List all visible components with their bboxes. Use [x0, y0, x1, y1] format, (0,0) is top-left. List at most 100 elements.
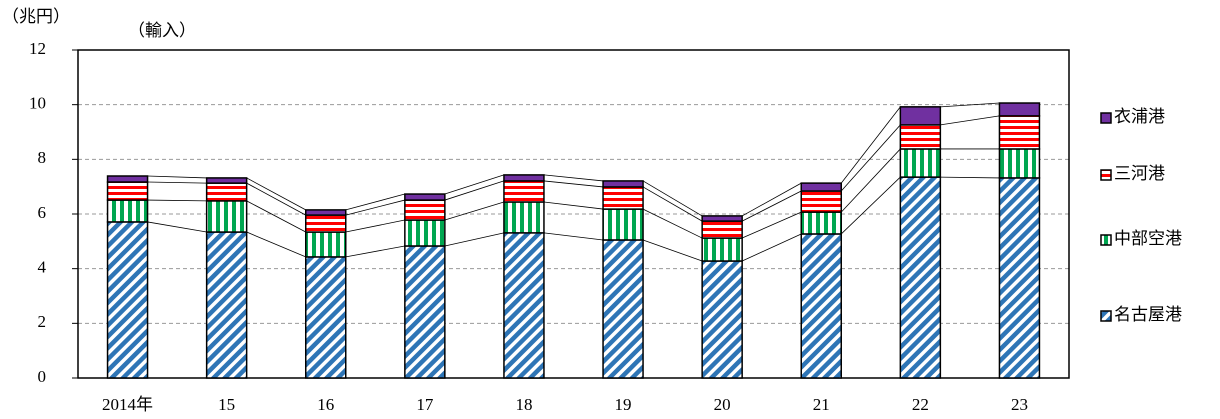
- x-tick-label: 20: [714, 395, 731, 414]
- connector-line: [741, 182, 802, 217]
- bar-segment: [305, 209, 347, 216]
- connector-line: [345, 193, 405, 211]
- connector-line: [147, 221, 207, 233]
- unit-label: （兆円）: [2, 7, 70, 26]
- connector-line: [543, 180, 604, 188]
- bar-segment: [602, 208, 644, 241]
- connector-line: [940, 176, 1000, 179]
- chart-title: （輸入）: [128, 21, 196, 40]
- bar-segment: [205, 231, 248, 379]
- connector-line: [543, 174, 604, 182]
- bar-segment: [701, 215, 743, 222]
- legend-label: 中部空港: [1114, 229, 1182, 248]
- bar-segment: [106, 175, 149, 183]
- legend-swatch: [1100, 234, 1112, 246]
- bar-segment: [998, 148, 1041, 179]
- plot-frame: [77, 49, 1070, 379]
- connector-line: [246, 182, 306, 216]
- x-tick-label: 16: [317, 395, 334, 414]
- y-tick-label: 12: [29, 39, 46, 58]
- bar-segment: [404, 245, 446, 379]
- bar-segment: [205, 200, 248, 233]
- connector-line: [147, 199, 207, 202]
- bar-segment: [106, 221, 149, 379]
- bar-segment: [602, 186, 644, 210]
- bar-segment: [602, 180, 644, 188]
- connector-line: [840, 106, 901, 184]
- connector-line: [444, 232, 505, 247]
- connector-line: [543, 232, 604, 241]
- connector-line: [444, 201, 505, 221]
- legend-label: 三河港: [1114, 164, 1165, 183]
- x-tick-label: 17: [416, 395, 434, 414]
- connector-line: [345, 199, 405, 216]
- connector-line: [940, 115, 1000, 126]
- connector-line: [840, 176, 901, 235]
- connector-line: [940, 102, 1000, 108]
- bar-segment: [106, 181, 149, 201]
- bar-segment: [205, 177, 248, 184]
- connector-line: [345, 219, 405, 233]
- bar-segment: [404, 219, 446, 247]
- x-tick-label: 23: [1011, 395, 1028, 414]
- connector-line: [741, 190, 802, 222]
- connector-line: [444, 174, 505, 195]
- connector-line: [246, 200, 306, 233]
- bar-segment: [998, 115, 1041, 150]
- bar-segment: [998, 102, 1041, 117]
- y-tick-label: 6: [38, 203, 47, 222]
- connector-line: [147, 181, 207, 184]
- y-tick-label: 4: [38, 258, 47, 277]
- connector-line: [642, 186, 703, 222]
- x-tick-label: 2014年: [102, 395, 153, 414]
- connector-line: [642, 208, 703, 239]
- connector-line: [444, 180, 505, 201]
- bar-segment: [503, 180, 545, 203]
- bar-segment: [404, 193, 446, 201]
- bar-segment: [503, 174, 545, 182]
- legend-label: 衣浦港: [1114, 107, 1165, 126]
- legend-swatch: [1100, 310, 1112, 322]
- x-tick-label: 21: [813, 395, 830, 414]
- bar-segment: [205, 182, 248, 202]
- bar-segment: [404, 199, 446, 221]
- connector-line: [642, 180, 703, 217]
- bar-segment: [503, 201, 545, 234]
- connector-line: [840, 124, 901, 192]
- bar-segment: [899, 176, 942, 379]
- x-tick-label: 22: [912, 395, 929, 414]
- connector-line: [246, 231, 306, 258]
- bar-segment: [106, 199, 149, 223]
- bar-segment: [899, 106, 942, 126]
- connector-line: [840, 148, 901, 213]
- legend-label: 名古屋港: [1114, 305, 1182, 324]
- connector-line: [642, 239, 703, 262]
- bar-segment: [701, 220, 743, 239]
- bar-segment: [305, 231, 347, 258]
- x-tick-label: 19: [615, 395, 632, 414]
- y-tick-label: 0: [38, 367, 47, 386]
- bar-segment: [800, 233, 842, 379]
- bar-segment: [602, 239, 644, 379]
- bar-segment: [800, 182, 842, 192]
- connector-line: [741, 211, 802, 239]
- x-tick-label: 15: [218, 395, 235, 414]
- bar-segment: [998, 177, 1041, 379]
- bar-segment: [701, 237, 743, 262]
- bar-segment: [305, 256, 347, 379]
- y-tick-label: 8: [38, 148, 47, 167]
- connector-line: [147, 175, 207, 179]
- bar-segment: [701, 260, 743, 379]
- bar-segment: [800, 211, 842, 235]
- x-tick-label: 18: [515, 395, 532, 414]
- connector-line: [246, 177, 306, 211]
- connector-line: [543, 201, 604, 210]
- connector-line: [345, 245, 405, 258]
- bar-segment: [899, 148, 942, 178]
- bar-segment: [899, 124, 942, 150]
- bar-segment: [800, 190, 842, 213]
- y-tick-label: 2: [38, 312, 47, 331]
- bar-segment: [503, 232, 545, 379]
- bar-segment: [305, 214, 347, 233]
